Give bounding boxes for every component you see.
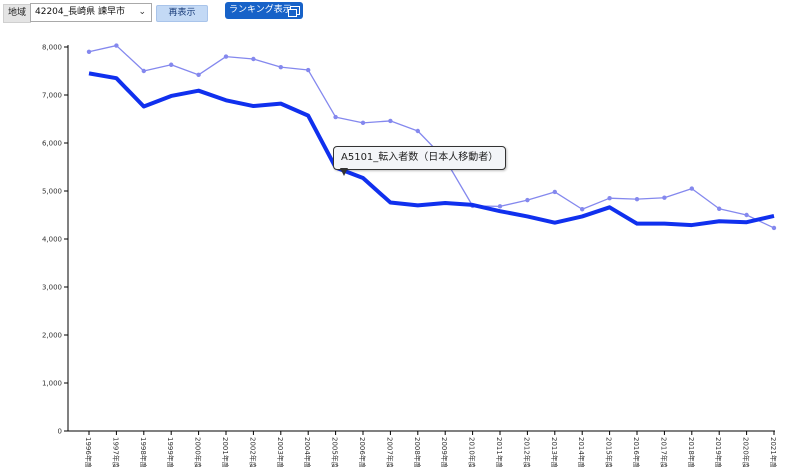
- tooltip-pointer: [340, 168, 348, 176]
- data-point: [662, 195, 667, 200]
- data-point: [744, 212, 749, 218]
- x-tick-label: 2009年度: [440, 437, 449, 467]
- chart-axes: 0 1,000 2,000 3,000 4,000 5,000 6,000 7,000 8,00…: [42, 44, 778, 467]
- series-line-secondary: [88, 44, 775, 229]
- y-tick-label: 5,000: [42, 188, 62, 196]
- x-tick-label: 2015年度: [605, 437, 614, 467]
- x-tick-label: 2021年度: [769, 437, 778, 467]
- y-tick-label: 7,000: [42, 92, 62, 100]
- redisplay-button[interactable]: 再表示: [156, 5, 208, 22]
- data-point: [86, 49, 92, 54]
- data-point: [689, 186, 694, 191]
- x-tick-label: 2020年度: [742, 437, 751, 467]
- x-tick-label: 2000年度: [194, 437, 203, 467]
- x-tick-label: 2014年度: [577, 437, 586, 467]
- x-tick-label: 2010年度: [468, 437, 477, 467]
- x-tick-label: 1997年度: [111, 437, 120, 467]
- x-tick-label: 2007年度: [385, 437, 394, 467]
- y-tick-label: 4,000: [42, 236, 62, 244]
- x-tick-label: 2008年度: [413, 437, 422, 467]
- x-tick-label: 2006年度: [358, 437, 367, 467]
- data-point: [251, 56, 256, 62]
- series-tooltip: A5101_転入者数（日本人移動者）: [333, 146, 507, 170]
- region-select-value: 42204_長崎県 諫早市: [35, 7, 125, 17]
- y-tick-label: 0: [58, 428, 62, 436]
- ranking-button-label: ランキング表示: [229, 5, 292, 15]
- x-tick-label: 2018年度: [687, 437, 696, 467]
- x-tick-label: 1998年度: [139, 437, 148, 467]
- x-tick-label: 2011年度: [495, 437, 504, 467]
- data-point: [306, 67, 311, 73]
- data-point: [580, 207, 585, 212]
- data-point: [497, 204, 503, 209]
- x-tick-label: 2004年度: [303, 437, 312, 467]
- data-point: [415, 128, 420, 134]
- data-point: [114, 43, 119, 48]
- y-tick-label: 2,000: [42, 332, 62, 340]
- x-tick-label: 2019年度: [714, 437, 723, 467]
- data-point: [607, 196, 612, 201]
- x-tick-label: 1996年度: [84, 437, 93, 467]
- x-tick-label: 2005年度: [331, 437, 340, 467]
- x-tick-label: 2016年度: [632, 437, 641, 467]
- y-tick-label: 6,000: [42, 140, 62, 148]
- x-tick-label: 2012年度: [522, 437, 531, 467]
- ranking-button[interactable]: ランキング表示: [225, 2, 303, 19]
- y-tick-label: 8,000: [42, 44, 62, 52]
- x-tick-label: 1999年度: [166, 437, 175, 467]
- data-point: [169, 62, 174, 67]
- y-tick-label: 1,000: [42, 380, 62, 388]
- toolbar: 地域 42204_長崎県 諫早市 ⌄ 再表示 ランキング表示: [0, 0, 800, 26]
- region-select[interactable]: 42204_長崎県 諫早市 ⌄: [30, 3, 152, 22]
- data-point: [278, 64, 283, 70]
- data-point: [360, 120, 366, 126]
- x-tick-label: 2017年度: [659, 437, 668, 467]
- x-tick-label: 2013年度: [550, 437, 559, 467]
- data-point: [525, 197, 530, 203]
- x-tick-label: 2002年度: [248, 437, 257, 467]
- new-window-icon: [288, 6, 300, 17]
- series-line-primary: [88, 71, 775, 228]
- data-point: [552, 189, 557, 195]
- data-point: [717, 206, 722, 211]
- data-point: [141, 68, 146, 74]
- data-point: [333, 114, 338, 120]
- y-tick-label: 3,000: [42, 284, 62, 292]
- data-point: [634, 196, 640, 202]
- chart-series: [86, 43, 777, 231]
- chevron-down-icon: ⌄: [138, 7, 146, 17]
- data-point: [771, 225, 777, 231]
- x-tick-label: 2003年度: [276, 437, 285, 467]
- data-point: [196, 72, 201, 78]
- data-point: [388, 118, 393, 124]
- data-point: [223, 54, 229, 59]
- x-tick-label: 2001年度: [221, 437, 230, 467]
